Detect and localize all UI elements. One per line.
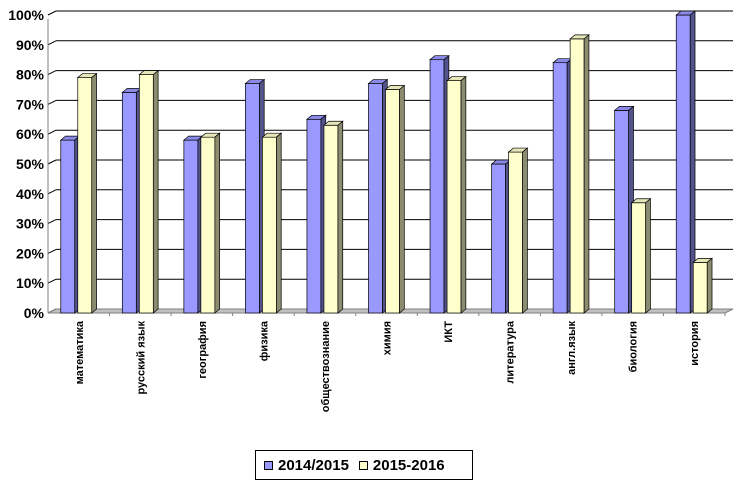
bar-2-химия [385,89,400,314]
bar-1-русский язык [121,92,137,314]
bar-1-англ.язык [552,62,568,314]
gridline-depth [47,10,57,16]
bar-2-биология [631,202,647,314]
legend-item-series-2: 2015-2016 [358,456,445,474]
category-label: биология [628,321,640,372]
bar-1-история [675,14,691,314]
bar-side-2-англ.язык [583,34,590,314]
y-tick-label: 50% [16,156,45,172]
category-label: география [197,321,209,379]
y-tick-label: 0% [24,305,45,321]
bar-side-2-история [706,257,713,314]
gridline-depth [47,248,57,254]
category-label: математика [74,320,86,384]
category-label: физика [258,320,270,361]
bar-side-2-обществознание [337,120,344,314]
bar-side-2-литература [522,147,528,314]
y-tick-label: 40% [16,186,45,202]
bar-side-2-русский язык [152,69,159,314]
bar-side-2-биология [645,197,651,314]
gridline-depth [47,129,57,135]
bar-1-физика [245,83,260,314]
gridline-depth [47,159,57,165]
legend-label-series-2: 2015-2016 [372,456,445,474]
bar-1-ИКТ [429,59,445,314]
y-tick-label: 20% [16,245,45,261]
gridline-depth [47,278,57,284]
bar-1-обществознание [306,118,322,314]
y-tick-label: 100% [8,7,44,23]
bar-1-математика [60,139,76,314]
bar-side-2-математика [91,72,97,314]
bar-2-ИКТ [446,80,462,314]
bar-2-русский язык [138,74,154,314]
bar-1-география [183,139,199,314]
bar-1-биология [614,110,630,314]
category-label: литература [505,320,517,383]
bar-2-география [200,136,216,314]
gridline-depth [47,189,57,195]
bar-2-математика [77,77,93,314]
bar-2-история [692,261,708,314]
bar-2-литература [508,151,523,314]
bar-1-химия [368,83,383,314]
category-label: русский язык [135,321,147,395]
gridline-depth [47,99,57,105]
legend-swatch-series-1 [264,460,273,470]
legend: 2014/2015 2015-2016 [255,450,473,480]
bar-side-2-ИКТ [460,75,467,314]
y-tick-label: 60% [16,126,45,142]
y-tick-label: 90% [16,37,45,53]
bar-2-обществознание [323,124,339,314]
bar-side-2-география [214,132,221,314]
category-label: химия [382,321,394,355]
category-label: история [689,321,701,366]
legend-item-series-1: 2014/2015 [264,457,349,474]
legend-label-series-1: 2014/2015 [278,456,349,474]
gridline-depth [47,40,57,46]
bar-1-литература [491,163,506,314]
bar-2-физика [262,136,277,314]
y-tick-label: 70% [16,96,45,112]
y-tick-label: 80% [16,67,45,83]
gridline-depth [47,70,57,76]
category-label: англ.язык [566,321,578,375]
bar-2-англ.язык [569,38,585,314]
legend-swatch-series-2 [358,460,368,470]
category-label: ИКТ [443,321,455,343]
y-tick-label: 30% [16,216,45,232]
category-label: обществознание [320,321,332,412]
gridline-depth [47,219,57,225]
y-tick-label: 10% [16,275,45,291]
bar-side-2-химия [399,84,405,314]
bar-side-2-физика [276,132,282,314]
